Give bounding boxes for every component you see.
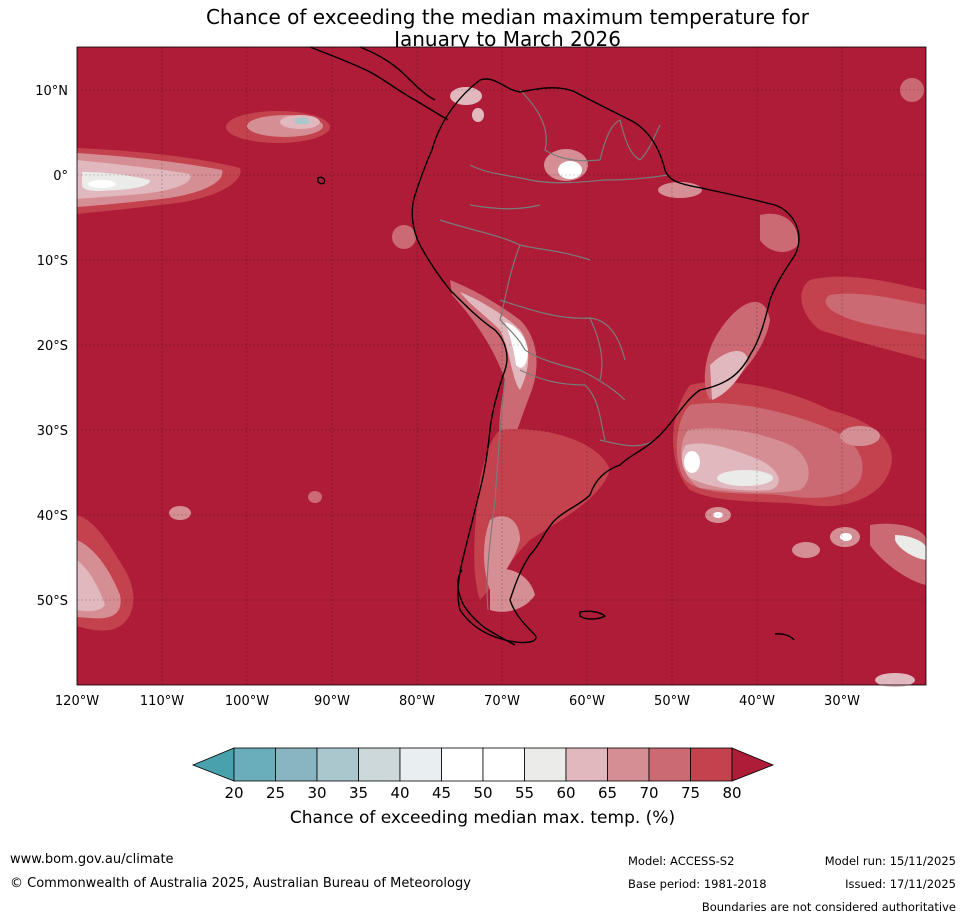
lon-label-70w: 70°W bbox=[484, 694, 520, 709]
colorbar-tick: 65 bbox=[598, 784, 617, 802]
patch-atlantic-se-55 bbox=[895, 535, 926, 560]
lat-label-20s: 20°S bbox=[37, 339, 68, 354]
coastline-caribbean bbox=[359, 46, 436, 101]
patch-pacific-far-south bbox=[875, 673, 915, 687]
patch-atlantic-43s-white bbox=[713, 512, 723, 518]
lat-label-10s: 10°S bbox=[37, 254, 68, 269]
lon-label-50w: 50°W bbox=[654, 694, 690, 709]
colorbar-bin-60-65 bbox=[565, 747, 608, 782]
patch-atlantic-49s bbox=[792, 542, 820, 558]
lon-label-40w: 40°W bbox=[739, 694, 775, 709]
footer-copyright: © Commonwealth of Australia 2025, Austra… bbox=[10, 876, 471, 891]
patch-andes-white bbox=[505, 322, 528, 368]
colorbar-tick: 80 bbox=[722, 784, 741, 802]
map-title-line2: January to March 2026 bbox=[394, 27, 621, 51]
lat-label-10n: 10°N bbox=[35, 84, 68, 99]
patch-pacific-white bbox=[88, 180, 116, 188]
colorbar-tick: 70 bbox=[639, 784, 658, 802]
patch-guiana-highlands-white bbox=[558, 161, 582, 179]
lon-label-80w: 80°W bbox=[399, 694, 435, 709]
colorbar-tick: 35 bbox=[349, 784, 368, 802]
coastline-falklands bbox=[579, 610, 607, 620]
lon-label-120w: 120°W bbox=[55, 694, 99, 709]
lat-label-50s: 50°S bbox=[37, 594, 68, 609]
patch-atlantic-east-70 bbox=[825, 293, 926, 335]
footer-boundaries: Boundaries are not considered authoritat… bbox=[701, 900, 956, 914]
colorbar-bin-70-75 bbox=[648, 747, 691, 782]
colorbar-bin-75-80 bbox=[690, 747, 733, 782]
patch-pacific-sw-60 bbox=[77, 560, 105, 612]
lon-label-90w: 90°W bbox=[314, 694, 350, 709]
colorbar-tick: 60 bbox=[556, 784, 575, 802]
patch-atlantic-south-white2 bbox=[684, 451, 700, 473]
coastlines bbox=[309, 46, 800, 646]
patch-ecuador-coast bbox=[392, 225, 416, 249]
footer-model-run: Model run: 15/11/2025 bbox=[824, 854, 956, 868]
colorbar-tick: 20 bbox=[224, 784, 243, 802]
colorbar-bin-55-60 bbox=[524, 747, 567, 782]
colorbar-bin-30-35 bbox=[316, 747, 359, 782]
patch-pacific-north-40 bbox=[294, 117, 310, 125]
lat-label-40s: 40°S bbox=[37, 509, 68, 524]
colorbar-low-extension bbox=[191, 747, 235, 782]
colorbar-bin-65-70 bbox=[607, 747, 650, 782]
colorbar-tick: 45 bbox=[432, 784, 451, 802]
longitude-labels: 120°W 110°W 100°W 90°W 80°W 70°W 60°W 50… bbox=[55, 694, 860, 709]
colorbar bbox=[191, 747, 775, 782]
colorbar-tick: 40 bbox=[390, 784, 409, 802]
colorbar-tick: 25 bbox=[266, 784, 285, 802]
country-borders bbox=[439, 89, 669, 611]
colorbar-bin-45-50 bbox=[441, 747, 484, 782]
patch-atlantic-se-small-white bbox=[840, 533, 852, 541]
patch-patagonia-65 bbox=[490, 568, 535, 612]
coastline-galapagos bbox=[317, 176, 326, 185]
patch-andes-60 bbox=[460, 292, 529, 390]
colorbar-high-extension bbox=[731, 747, 775, 782]
colorbar-bin-25-30 bbox=[275, 747, 318, 782]
probability-patches bbox=[77, 78, 926, 687]
coastline-south-georgia bbox=[774, 633, 795, 641]
patch-atlantic-30s bbox=[840, 426, 880, 446]
footer-model: Model: ACCESS-S2 bbox=[628, 854, 735, 868]
colorbar-tick: 50 bbox=[473, 784, 492, 802]
colorbar-bin-20-25 bbox=[233, 747, 276, 782]
colorbar-bin-40-45 bbox=[399, 747, 442, 782]
patch-amazon-mouth bbox=[658, 182, 702, 198]
map-title-line1: Chance of exceeding the median maximum t… bbox=[205, 5, 810, 29]
lon-label-100w: 100°W bbox=[225, 694, 269, 709]
footer-website: www.bom.gov.au/climate bbox=[10, 852, 174, 867]
lon-label-30w: 30°W bbox=[824, 694, 860, 709]
footer-issued: Issued: 17/11/2025 bbox=[845, 877, 956, 891]
patch-colombia-2 bbox=[472, 108, 484, 122]
colorbar-tick: 75 bbox=[681, 784, 700, 802]
patch-pacific-37s bbox=[308, 491, 322, 503]
latitude-labels: 10°N 0° 10°S 20°S 30°S 40°S 50°S bbox=[35, 84, 68, 609]
colorbar-bin-35-40 bbox=[358, 747, 401, 782]
patch-andes-70 bbox=[450, 280, 537, 460]
colorbar-title: Chance of exceeding median max. temp. (%… bbox=[289, 808, 676, 828]
colorbar-bin-50-55 bbox=[482, 747, 525, 782]
patch-pacific-40s bbox=[169, 506, 191, 520]
lat-label-0: 0° bbox=[53, 169, 68, 184]
coastline-central-america bbox=[309, 46, 449, 121]
colorbar-tick-labels: 20 25 30 35 40 45 50 55 60 65 70 75 80 bbox=[224, 784, 741, 802]
patch-brazil-se-60 bbox=[710, 350, 748, 400]
coastline-chilean-archipelago bbox=[457, 569, 516, 646]
colorbar-tick: 30 bbox=[307, 784, 326, 802]
map-frame bbox=[76, 46, 927, 686]
patch-caribbean-east bbox=[900, 78, 924, 102]
lon-label-110w: 110°W bbox=[140, 694, 184, 709]
patch-brazil-ne bbox=[760, 213, 799, 252]
lat-label-30s: 30°S bbox=[37, 424, 68, 439]
footer-base-period: Base period: 1981-2018 bbox=[628, 877, 767, 891]
patch-atlantic-south-white bbox=[717, 470, 773, 486]
coastline-south-america bbox=[411, 78, 800, 644]
lon-label-60w: 60°W bbox=[569, 694, 605, 709]
colorbar-tick: 55 bbox=[515, 784, 534, 802]
